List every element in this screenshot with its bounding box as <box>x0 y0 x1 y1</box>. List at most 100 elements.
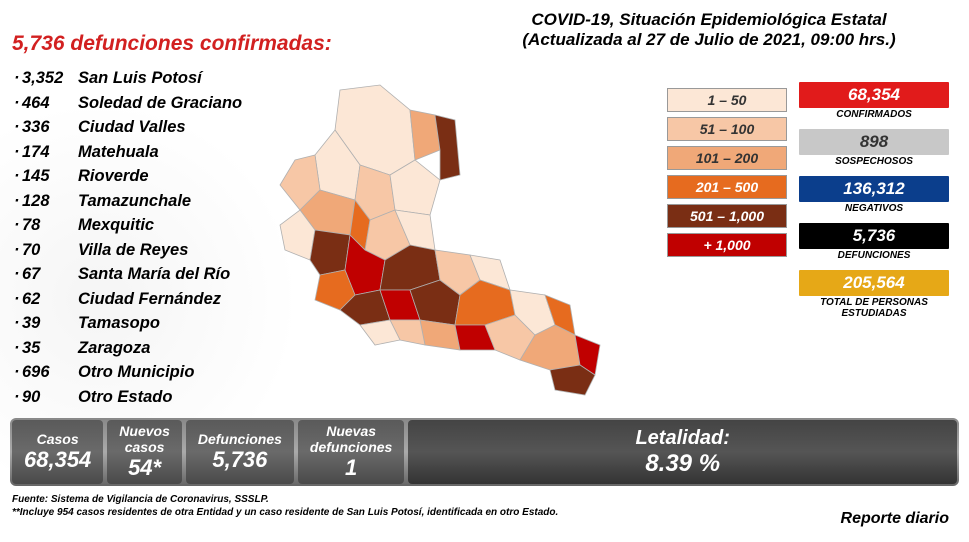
stat-label: SOSPECHOSOS <box>799 155 949 170</box>
list-value: 174 <box>22 140 74 165</box>
list-value: 145 <box>22 164 74 189</box>
list-name: Otro Estado <box>74 385 172 410</box>
list-name: Villa de Reyes <box>74 238 188 263</box>
legend-item: 501 – 1,000 <box>667 204 787 228</box>
bb-nuevas-def: Nuevasdefunciones 1 <box>298 420 404 484</box>
list-value: 67 <box>22 262 74 287</box>
bb-nuevasdef-label: Nuevasdefunciones <box>310 423 392 455</box>
list-item: ·35Zaragoza <box>14 336 242 361</box>
bullet: · <box>14 238 22 263</box>
bullet: · <box>14 189 22 214</box>
stat-value: 205,564 <box>799 270 949 296</box>
legend-item: 1 – 50 <box>667 88 787 112</box>
stat-box: 68,354CONFIRMADOS <box>799 82 949 123</box>
list-value: 3,352 <box>22 66 74 91</box>
list-item: ·39Tamasopo <box>14 311 242 336</box>
list-item: ·464Soledad de Graciano <box>14 91 242 116</box>
list-item: ·336Ciudad Valles <box>14 115 242 140</box>
stat-box: 5,736DEFUNCIONES <box>799 223 949 264</box>
bullet: · <box>14 213 22 238</box>
stats-panel: 68,354CONFIRMADOS 898SOSPECHOSOS 136,312NE… <box>799 82 949 328</box>
bb-casos-label: Casos <box>24 431 91 447</box>
bb-def-label: Defunciones <box>198 431 282 447</box>
list-name: Soledad de Graciano <box>74 91 242 116</box>
list-name: Zaragoza <box>74 336 150 361</box>
bb-letalidad-label: Letalidad: <box>408 427 957 450</box>
bb-letalidad-value: 8.39 % <box>408 450 957 478</box>
stat-box: 136,312NEGATIVOS <box>799 176 949 217</box>
list-value: 39 <box>22 311 74 336</box>
bullet: · <box>14 164 22 189</box>
map-legend: 1 – 50 51 – 100 101 – 200 201 – 500 501 – 1,… <box>667 88 787 262</box>
list-item: ·70Villa de Reyes <box>14 238 242 263</box>
bb-def-value: 5,736 <box>198 447 282 473</box>
stat-value: 5,736 <box>799 223 949 249</box>
bullet: · <box>14 262 22 287</box>
bullet: · <box>14 311 22 336</box>
list-item: ·696Otro Municipio <box>14 360 242 385</box>
list-value: 35 <box>22 336 74 361</box>
bb-casos-value: 68,354 <box>24 447 91 473</box>
header: COVID-19, Situación Epidemiológica Estat… <box>469 10 949 50</box>
legend-item: + 1,000 <box>667 233 787 257</box>
bullet: · <box>14 91 22 116</box>
list-item: ·145Rioverde <box>14 164 242 189</box>
choropleth-map <box>260 80 620 400</box>
legend-item: 201 – 500 <box>667 175 787 199</box>
header-line1: COVID-19, Situación Epidemiológica Estat… <box>469 10 949 30</box>
footnote-1: Fuente: Sistema de Vigilancia de Coronav… <box>12 493 558 506</box>
list-item: ·67Santa María del Río <box>14 262 242 287</box>
list-item: ·128Tamazunchale <box>14 189 242 214</box>
list-value: 78 <box>22 213 74 238</box>
list-value: 336 <box>22 115 74 140</box>
list-name: Rioverde <box>74 164 149 189</box>
bb-nuevos-value: 54* <box>119 455 170 481</box>
list-item: ·174Matehuala <box>14 140 242 165</box>
list-item: ·90Otro Estado <box>14 385 242 410</box>
list-name: Mexquitic <box>74 213 154 238</box>
stat-value: 68,354 <box>799 82 949 108</box>
bb-nuevasdef-value: 1 <box>310 455 392 481</box>
list-value: 90 <box>22 385 74 410</box>
list-value: 696 <box>22 360 74 385</box>
stat-label: DEFUNCIONES <box>799 249 949 264</box>
bullet: · <box>14 66 22 91</box>
list-name: Tamazunchale <box>74 189 191 214</box>
stat-box: 898SOSPECHOSOS <box>799 129 949 170</box>
list-name: Matehuala <box>74 140 159 165</box>
header-line2: (Actualizada al 27 de Julio de 2021, 09:… <box>469 30 949 50</box>
legend-item: 101 – 200 <box>667 146 787 170</box>
stat-label: TOTAL DE PERSONAS ESTUDIADAS <box>799 296 949 322</box>
stat-label: CONFIRMADOS <box>799 108 949 123</box>
stat-value: 898 <box>799 129 949 155</box>
bb-casos: Casos 68,354 <box>12 420 103 484</box>
bb-letalidad: Letalidad: 8.39 % <box>408 420 957 484</box>
bullet: · <box>14 140 22 165</box>
bullet: · <box>14 385 22 410</box>
report-label: Reporte diario <box>841 510 949 528</box>
list-name: Santa María del Río <box>74 262 230 287</box>
bb-defunciones: Defunciones 5,736 <box>186 420 294 484</box>
municipality-list: ·3,352San Luis Potosí·464Soledad de Grac… <box>14 66 242 409</box>
list-name: San Luis Potosí <box>74 66 202 91</box>
list-name: Ciudad Fernández <box>74 287 221 312</box>
bottom-summary-bar: Casos 68,354 Nuevoscasos 54* Defunciones… <box>10 418 959 486</box>
bullet: · <box>14 287 22 312</box>
list-name: Ciudad Valles <box>74 115 186 140</box>
stat-box: 205,564TOTAL DE PERSONAS ESTUDIADAS <box>799 270 949 322</box>
bullet: · <box>14 336 22 361</box>
map-region <box>310 230 350 275</box>
deaths-title: 5,736 defunciones confirmadas: <box>12 32 332 56</box>
footnote-2: **Incluye 954 casos residentes de otra E… <box>12 506 558 519</box>
bb-nuevos: Nuevoscasos 54* <box>107 420 182 484</box>
list-value: 70 <box>22 238 74 263</box>
list-item: ·78Mexquitic <box>14 213 242 238</box>
list-item: ·3,352San Luis Potosí <box>14 66 242 91</box>
map-region <box>420 320 460 350</box>
list-name: Otro Municipio <box>74 360 194 385</box>
stat-label: NEGATIVOS <box>799 202 949 217</box>
legend-item: 51 – 100 <box>667 117 787 141</box>
list-value: 128 <box>22 189 74 214</box>
list-value: 464 <box>22 91 74 116</box>
bullet: · <box>14 115 22 140</box>
